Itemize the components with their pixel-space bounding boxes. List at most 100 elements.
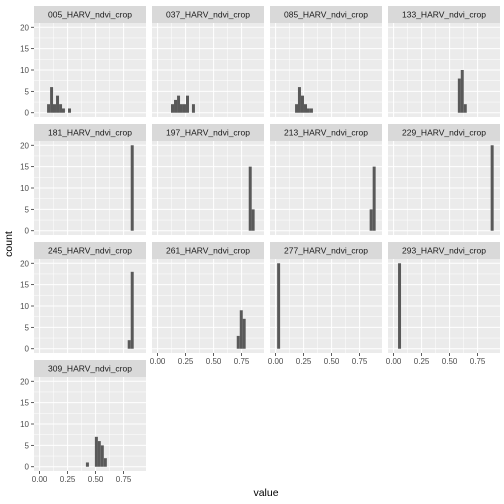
- y-tick-label: 20: [20, 141, 29, 150]
- x-tick-label: 0.25: [414, 357, 430, 366]
- histogram-bar: [295, 104, 299, 113]
- histogram-bar: [127, 340, 131, 349]
- histogram-bar: [248, 166, 252, 231]
- x-tick-label: 0.50: [88, 475, 104, 484]
- facet-panel: 085_HARV_ndvi_crop: [270, 6, 382, 117]
- histogram-bar: [100, 445, 104, 467]
- facet-strip: [34, 242, 146, 259]
- facet-panel: 309_HARV_ndvi_crop 0 5 10 15 20 0.00 0.25 0.50 0.…: [20, 360, 146, 484]
- facet-strip: [34, 360, 146, 377]
- y-tick-label: 0: [25, 109, 30, 118]
- facet-strip-label: 245_HARV_ndvi_crop: [48, 246, 132, 256]
- y-tick-label: 15: [20, 399, 29, 408]
- histogram-bar: [85, 462, 89, 467]
- histogram-bar: [97, 441, 101, 467]
- facet-strip: [388, 124, 500, 141]
- histogram-bar: [171, 104, 174, 113]
- facet-strip: [388, 242, 500, 259]
- y-tick-label: 20: [20, 23, 29, 32]
- x-tick-label: 0.75: [470, 357, 486, 366]
- histogram-bar: [306, 108, 310, 113]
- histogram-bar: [47, 104, 51, 113]
- x-tick-label: 0.00: [386, 357, 402, 366]
- x-tick-label: 0.75: [352, 357, 368, 366]
- facet-strip: [34, 6, 146, 23]
- x-tick-label: 0.25: [60, 475, 76, 484]
- y-tick-label: 5: [25, 205, 30, 214]
- facet-panel: 277_HARV_ndvi_crop 0.00 0.25 0.50 0.75: [268, 242, 382, 366]
- facet-strip: [388, 6, 500, 23]
- histogram-bar: [297, 87, 301, 113]
- histogram-bar: [277, 263, 281, 349]
- histogram-bar: [56, 95, 60, 113]
- facet-strip-label: 261_HARV_ndvi_crop: [166, 246, 250, 256]
- histogram-bar: [61, 108, 65, 113]
- y-tick-label: 0: [25, 227, 30, 236]
- y-tick-label: 20: [20, 259, 29, 268]
- facet-strip-label: 085_HARV_ndvi_crop: [284, 10, 368, 20]
- facet-panel: 005_HARV_ndvi_crop 0 5 10 15 20: [20, 6, 146, 118]
- facet-panel: 293_HARV_ndvi_crop 0.00 0.25 0.50 0.75: [386, 242, 500, 366]
- histogram-bar: [94, 436, 98, 467]
- histogram-bar: [236, 335, 240, 349]
- histogram-bar: [103, 458, 107, 467]
- histogram-bar: [372, 166, 376, 231]
- facet-panel: 133_HARV_ndvi_crop: [388, 6, 500, 117]
- x-axis-title: value: [253, 487, 278, 499]
- facet-strip-label: 229_HARV_ndvi_crop: [402, 128, 486, 138]
- facet-panel: 213_HARV_ndvi_crop: [270, 124, 382, 235]
- histogram-bar: [177, 95, 181, 113]
- y-tick-label: 15: [20, 281, 29, 290]
- histogram-bar: [50, 87, 54, 113]
- x-tick-label: 0.25: [178, 357, 194, 366]
- histogram-bar: [251, 209, 255, 231]
- facet-strip: [270, 6, 382, 23]
- y-tick-label: 5: [25, 87, 30, 96]
- histogram-bar: [369, 209, 373, 231]
- y-tick-label: 10: [20, 184, 29, 193]
- histogram-bar: [242, 318, 246, 349]
- y-tick-label: 15: [20, 163, 29, 172]
- facet-panel: 229_HARV_ndvi_crop: [388, 124, 500, 235]
- facet-panel: 197_HARV_ndvi_crop: [152, 124, 264, 235]
- histogram-bar: [182, 104, 186, 113]
- x-tick-label: 0.00: [32, 475, 48, 484]
- facet-panel: 037_HARV_ndvi_crop: [152, 6, 264, 117]
- histogram-bar: [186, 95, 189, 113]
- facet-strip: [270, 124, 382, 141]
- x-tick-label: 0.00: [268, 357, 284, 366]
- facet-strip: [152, 124, 264, 141]
- panels-layer: 005_HARV_ndvi_crop 0 5 10 15 20 037_HARV_ndvi_…: [20, 6, 500, 484]
- histogram-bar: [59, 104, 63, 113]
- y-axis-title: count: [3, 231, 15, 257]
- histogram-bar: [398, 263, 402, 349]
- histogram-bar: [130, 271, 134, 349]
- histogram-bar: [460, 70, 464, 113]
- x-tick-label: 0.50: [324, 357, 340, 366]
- histogram-bar: [53, 104, 56, 113]
- x-tick-label: 0.25: [296, 357, 312, 366]
- histogram-bar: [300, 95, 304, 113]
- y-tick-label: 5: [25, 323, 30, 332]
- facet-strip-label: 133_HARV_ndvi_crop: [402, 10, 486, 20]
- histogram-bar: [239, 310, 243, 349]
- x-tick-label: 0.50: [206, 357, 222, 366]
- x-tick-label: 0.75: [234, 357, 250, 366]
- y-tick-label: 20: [20, 377, 29, 386]
- facet-strip-label: 005_HARV_ndvi_crop: [48, 10, 132, 20]
- y-tick-label: 15: [20, 45, 29, 54]
- facet-strip-label: 037_HARV_ndvi_crop: [166, 10, 250, 20]
- y-tick-label: 5: [25, 441, 30, 450]
- histogram-bar: [68, 108, 71, 113]
- facet-strip-label: 213_HARV_ndvi_crop: [284, 128, 368, 138]
- facet-strip: [152, 242, 264, 259]
- facet-panel: 245_HARV_ndvi_crop 0 5 10 15 20: [20, 242, 146, 354]
- facet-strip-label: 181_HARV_ndvi_crop: [48, 128, 132, 138]
- facet-panel: 181_HARV_ndvi_crop 0 5 10 15 20: [20, 124, 146, 236]
- facet-strip-label: 309_HARV_ndvi_crop: [48, 364, 132, 374]
- x-tick-label: 0.75: [116, 475, 132, 484]
- facet-strip: [34, 124, 146, 141]
- facet-strip-label: 277_HARV_ndvi_crop: [284, 246, 368, 256]
- histogram-bar: [179, 104, 183, 113]
